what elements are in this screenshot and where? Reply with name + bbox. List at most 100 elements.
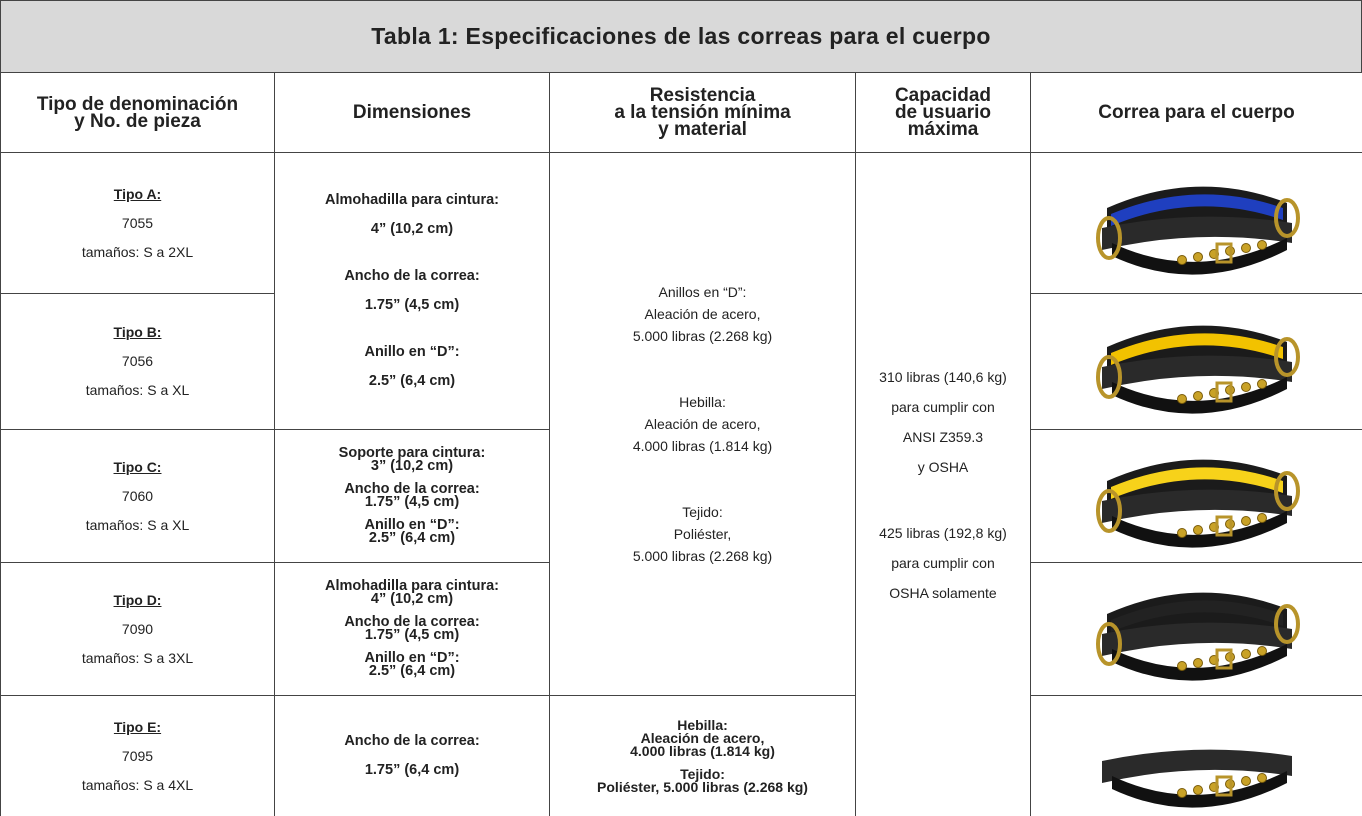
dimension-line: 1.75” (6,4 cm) bbox=[364, 762, 460, 778]
part-number: 7060 bbox=[121, 487, 154, 504]
dimension-line: 4” (10,2 cm) bbox=[370, 591, 454, 607]
resistance-line: Hebilla: bbox=[677, 716, 728, 733]
dimension-item: Almohadilla para cintura: 4” (10,2 cm) bbox=[324, 578, 500, 607]
dimensions-cell: Ancho de la correa: 1.75” (6,4 cm) bbox=[274, 695, 550, 816]
resistance-item: Hebilla: Aleación de acero, 4.000 libras (… bbox=[633, 391, 772, 457]
type-label: Tipo B: bbox=[113, 324, 162, 340]
sizes: tamaños: S a 2XL bbox=[81, 243, 194, 260]
type-cell: Tipo A: 7055 tamaños: S a 2XL bbox=[0, 152, 275, 294]
header-line: y No. de pieza bbox=[74, 110, 201, 132]
resistance-line: Tejido: bbox=[682, 504, 723, 520]
type-label: Tipo A: bbox=[113, 185, 162, 202]
capacity-line: y OSHA bbox=[917, 458, 969, 475]
resistance-item: Hebilla: Aleación de acero, 4.000 libras (… bbox=[630, 716, 775, 759]
belt-image-cell bbox=[1030, 293, 1362, 430]
resistance-line: Hebilla: bbox=[679, 394, 726, 410]
header-line: a la tensión mínima bbox=[614, 102, 791, 123]
resistance-item: Anillos en “D”: Aleación de acero, 5.000 l… bbox=[633, 281, 772, 347]
capacity-line: 310 libras (140,6 kg) bbox=[879, 368, 1007, 385]
dimension-line: Almohadilla para cintura: bbox=[324, 578, 500, 594]
dimension-line: Anillo en “D”: bbox=[364, 344, 460, 360]
sizes: tamaños: S a XL bbox=[85, 382, 190, 398]
part-number: 7095 bbox=[121, 747, 154, 764]
type-cell: Tipo E: 7095 tamaños: S a 4XL bbox=[0, 695, 275, 816]
dimension-line: 1.75” (4,5 cm) bbox=[364, 297, 460, 313]
type-label: Tipo D: bbox=[113, 591, 162, 608]
column-header: Capacidad de usuario máxima bbox=[855, 72, 1031, 153]
dimension-line: Anillo en “D”: bbox=[364, 650, 460, 666]
dimension-item: Ancho de la correa: 1.75” (4,5 cm) bbox=[344, 262, 479, 320]
column-header: Dimensiones bbox=[274, 72, 550, 153]
dimension-line: 3” (10,2 cm) bbox=[370, 458, 454, 474]
dimension-line: Ancho de la correa: bbox=[344, 614, 480, 630]
type-cell: Tipo C: 7060 tamaños: S a XL bbox=[0, 429, 275, 563]
header-line: Dimensiones bbox=[352, 102, 472, 123]
dimension-item: Anillo en “D”: 2.5” (6,4 cm) bbox=[364, 338, 459, 396]
resistance-line: Poliéster, bbox=[673, 526, 732, 542]
resistance-line: Tejido: bbox=[680, 765, 725, 782]
dimension-item: Anillo en “D”: 2.5” (6,4 cm) bbox=[364, 650, 460, 679]
dimension-item: Ancho de la correa: 1.75” (6,4 cm) bbox=[344, 727, 479, 785]
belt-image bbox=[1095, 186, 1300, 275]
belt-image bbox=[1095, 325, 1300, 414]
resistance-line: Poliéster, 5.000 libras (2.268 kg) bbox=[597, 778, 808, 795]
header-line: Capacidad bbox=[894, 85, 992, 106]
dimension-line: 1.75” (4,5 cm) bbox=[364, 627, 460, 643]
dimension-line: Almohadilla para cintura: bbox=[324, 192, 500, 208]
type-cell: Tipo B: 7056 tamaños: S a XL bbox=[0, 293, 275, 430]
dimension-line: 4” (10,2 cm) bbox=[370, 221, 454, 237]
type-cell: Tipo D: 7090 tamaños: S a 3XL bbox=[0, 562, 275, 696]
belt-image bbox=[1101, 749, 1292, 808]
sizes: tamaños: S a 3XL bbox=[81, 649, 194, 666]
dimension-item: Ancho de la correa: 1.75” (4,5 cm) bbox=[344, 482, 479, 510]
dimension-item: Ancho de la correa: 1.75” (4,5 cm) bbox=[344, 614, 480, 643]
sizes: tamaños: S a XL bbox=[85, 516, 190, 533]
dimensions-cell: Soporte para cintura: 3” (10,2 cm) Ancho d… bbox=[274, 429, 550, 563]
dimension-line: 1.75” (4,5 cm) bbox=[364, 494, 460, 510]
capacity-line: para cumplir con bbox=[891, 554, 995, 571]
dimension-line: Anillo en “D”: bbox=[364, 517, 460, 533]
belt-image bbox=[1095, 459, 1300, 548]
dimensions-cell: Almohadilla para cintura: 4” (10,2 cm) Anc… bbox=[274, 562, 550, 696]
capacity-line: 425 libras (192,8 kg) bbox=[879, 524, 1007, 541]
table-title-cell: Tabla 1: Especificaciones de las correas… bbox=[0, 0, 1362, 73]
capacity-line: OSHA solamente bbox=[889, 584, 997, 601]
header-line: de usuario bbox=[894, 102, 992, 123]
dimension-line: Ancho de la correa: bbox=[344, 268, 480, 284]
part-number: 7055 bbox=[121, 214, 154, 231]
type-label: Tipo C: bbox=[113, 458, 162, 475]
column-header: Tipo de denominación y No. de pieza bbox=[0, 72, 275, 153]
dimension-line: 2.5” (6,4 cm) bbox=[368, 663, 456, 679]
capacity-line: ANSI Z359.3 bbox=[902, 428, 984, 445]
type-label: Tipo E: bbox=[113, 718, 162, 735]
header-line: máxima bbox=[907, 119, 979, 140]
resistance-line: 4.000 libras (1.814 kg) bbox=[630, 742, 775, 759]
dimensions-cell: Almohadilla para cintura: 4” (10,2 cm) Anc… bbox=[274, 152, 550, 430]
dimension-item: Almohadilla para cintura: 4” (10,2 cm) bbox=[325, 186, 499, 244]
dimension-item: Soporte para cintura: 3” (10,2 cm) bbox=[338, 445, 486, 474]
belt-image-cell bbox=[1030, 562, 1362, 696]
resistance-line: 5.000 libras (2.268 kg) bbox=[632, 548, 773, 564]
belt-image-cell bbox=[1030, 429, 1362, 563]
resistance-item: Tejido: Poliéster, 5.000 libras (2.268 kg… bbox=[597, 765, 808, 795]
capacity-line: para cumplir con bbox=[891, 398, 995, 415]
dimension-line: 2.5” (6,4 cm) bbox=[368, 373, 456, 389]
part-number: 7090 bbox=[121, 620, 154, 637]
header-line: y material bbox=[658, 119, 747, 140]
column-header: Correa para el cuerpo bbox=[1030, 72, 1362, 153]
header-line: Correa para el cuerpo bbox=[1098, 102, 1295, 123]
dimension-line: Soporte para cintura: bbox=[338, 445, 486, 461]
resistance-line: Aleación de acero, bbox=[640, 729, 765, 746]
header-line: Resistencia bbox=[649, 85, 756, 106]
resistance-item: Tejido: Poliéster, 5.000 libras (2.268 kg) bbox=[633, 501, 772, 567]
belt-image-cell bbox=[1030, 695, 1362, 816]
resistance-line: Aleación de acero, bbox=[644, 416, 761, 432]
column-header: Resistencia a la tensión mínima y material bbox=[549, 72, 856, 153]
belt-image-cell bbox=[1030, 152, 1362, 294]
dimension-line: Ancho de la correa: bbox=[344, 733, 480, 749]
resistance-line: Anillos en “D”: bbox=[658, 284, 747, 300]
resistance-line: Aleación de acero, bbox=[644, 306, 761, 322]
header-line: Tipo de denominación bbox=[36, 93, 239, 115]
sizes: tamaños: S a 4XL bbox=[81, 776, 194, 793]
